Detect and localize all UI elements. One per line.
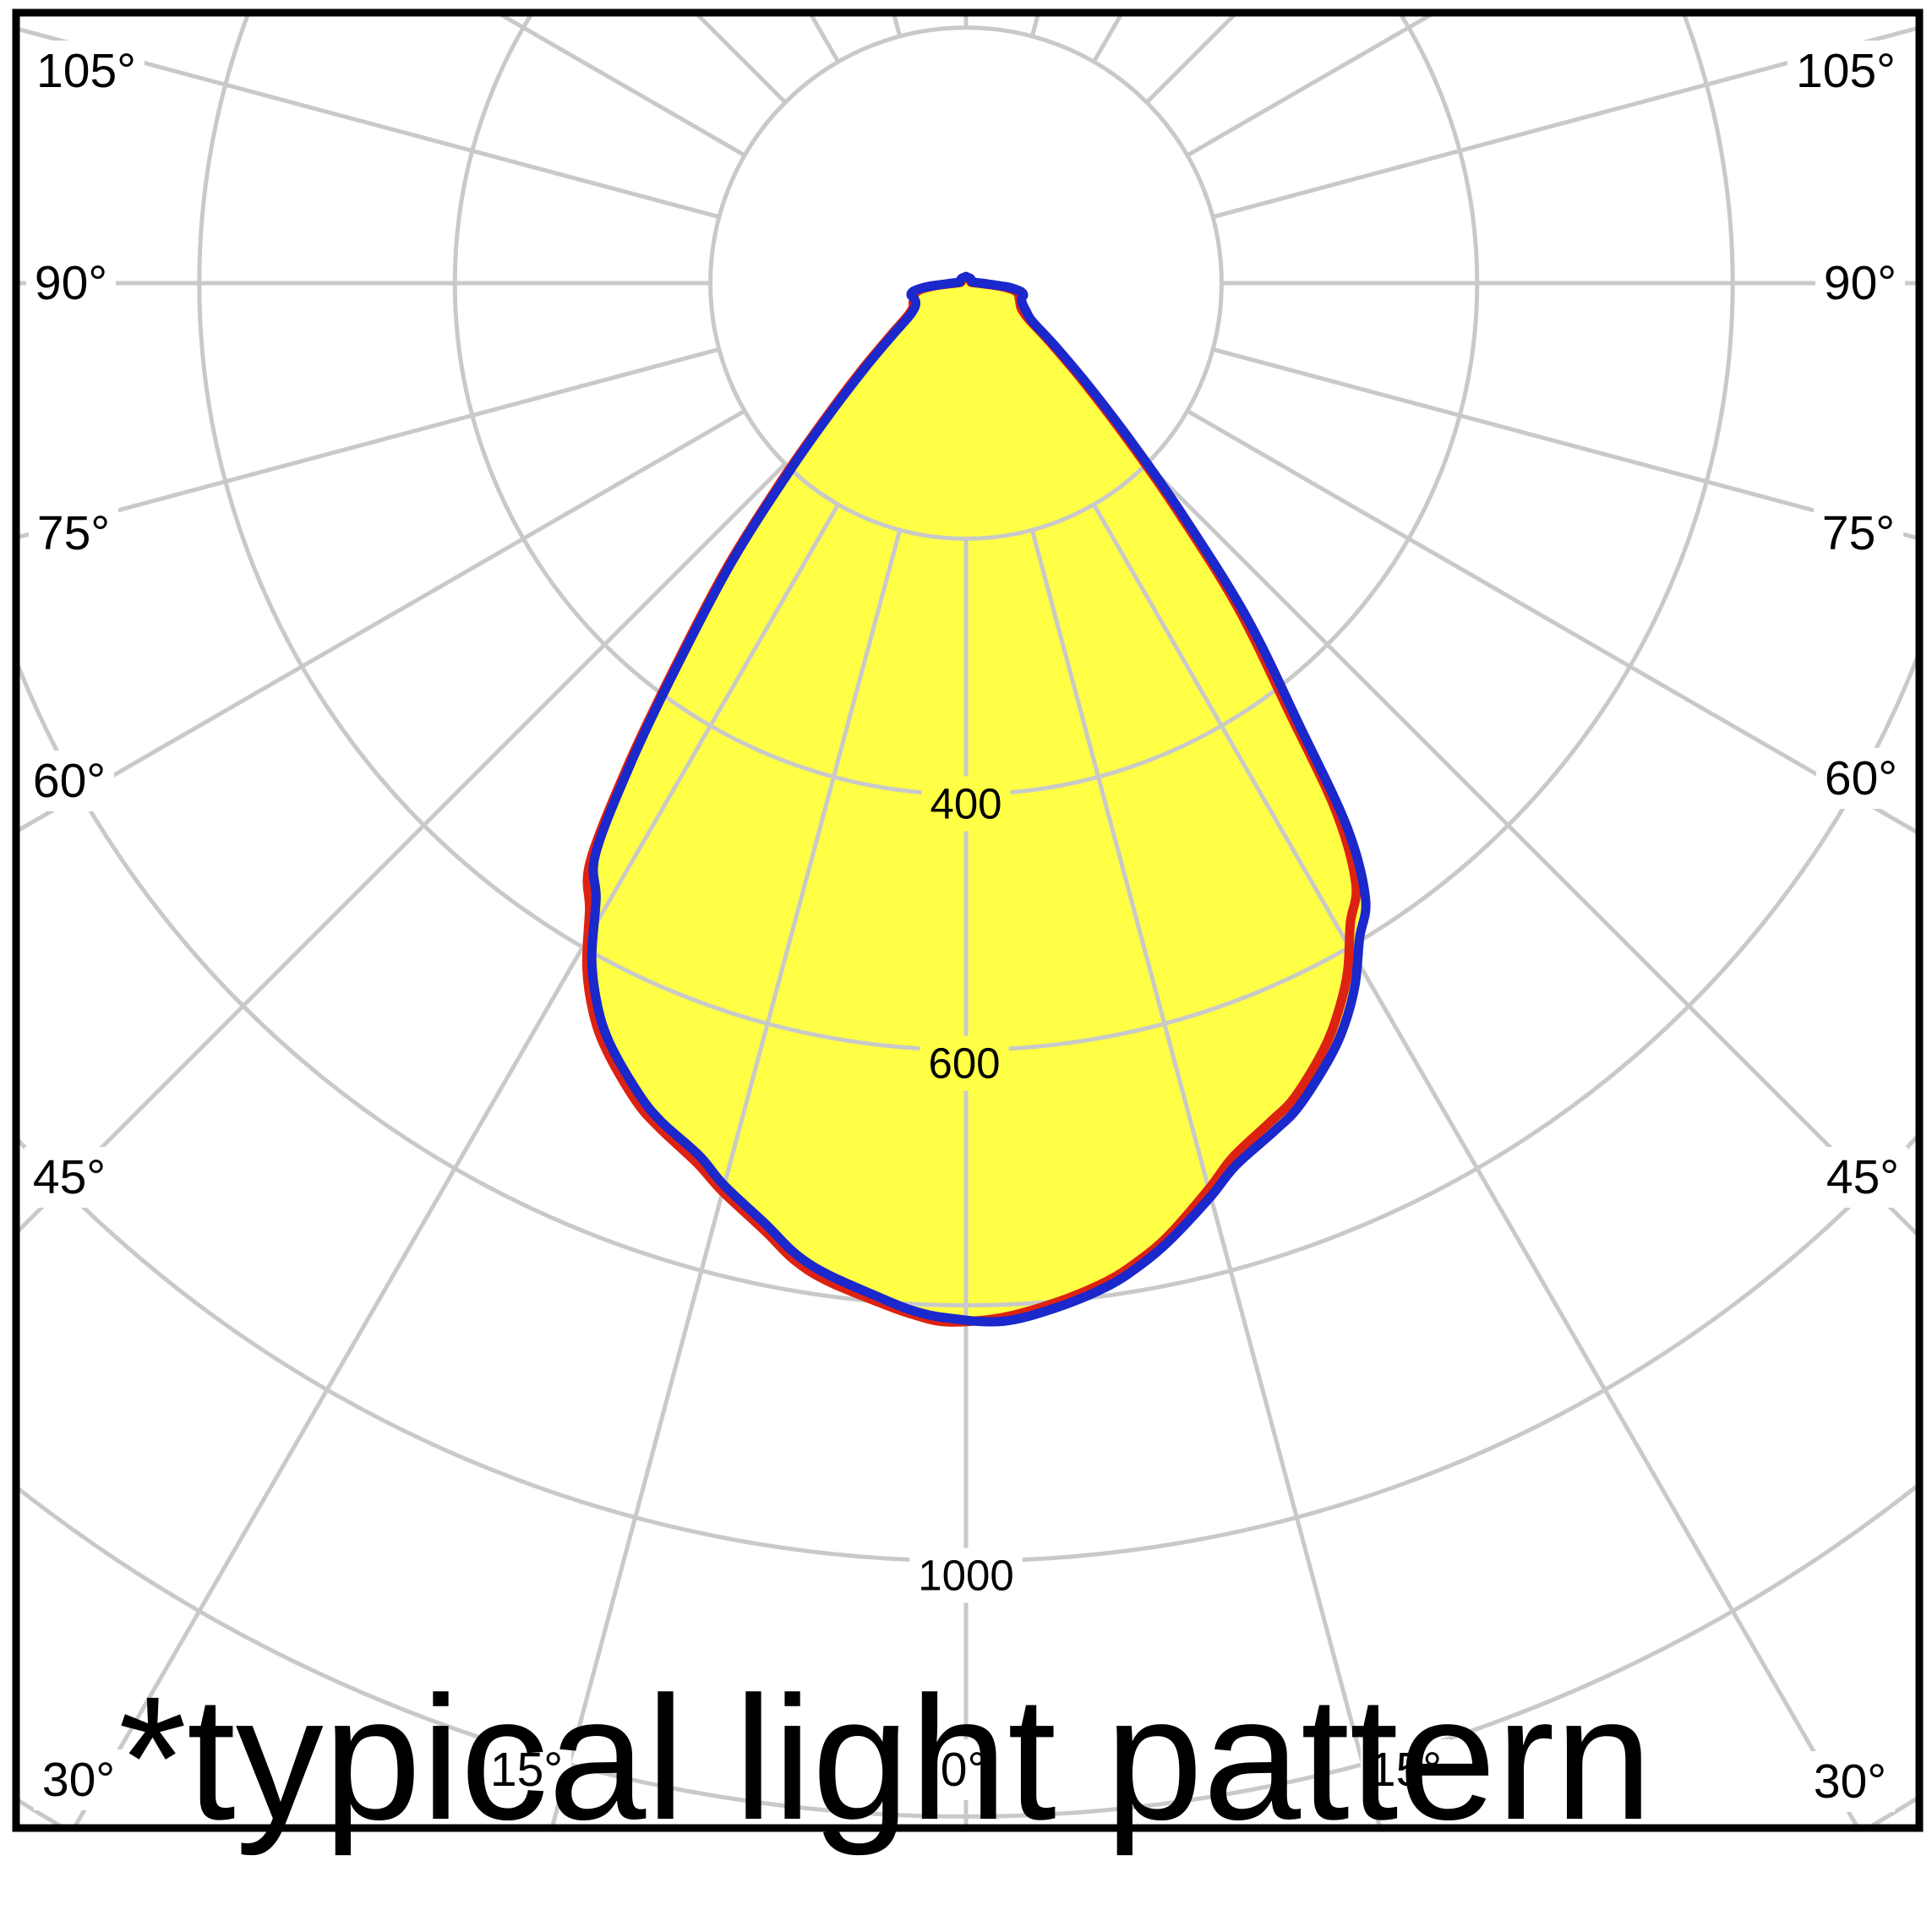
- svg-text:60°: 60°: [33, 754, 106, 808]
- svg-text:105°: 105°: [36, 44, 136, 98]
- svg-text:60°: 60°: [1825, 751, 1897, 805]
- svg-text:600: 600: [928, 1040, 1000, 1088]
- svg-text:90°: 90°: [1824, 256, 1897, 310]
- svg-text:45°: 45°: [33, 1150, 106, 1204]
- axis-labels: 105° 90° 75° 60° 45° 30° 105° 90° 75° 60° 45° 30° 15…: [24, 41, 1908, 1812]
- svg-text:90°: 90°: [35, 256, 107, 310]
- svg-text:30°: 30°: [1814, 1755, 1886, 1809]
- svg-text:15°: 15°: [1369, 1743, 1442, 1797]
- svg-text:30°: 30°: [42, 1753, 115, 1807]
- intensity-curves: [581, 271, 1371, 1327]
- annotation-text: *typical light pattern: [118, 1661, 1652, 1857]
- svg-text:105°: 105°: [1796, 44, 1896, 98]
- svg-text:400: 400: [930, 780, 1001, 828]
- curve-blue: [587, 271, 1371, 1327]
- plot-border: [12, 8, 1924, 1832]
- svg-text:45°: 45°: [1826, 1150, 1899, 1204]
- svg-text:75°: 75°: [37, 506, 110, 560]
- svg-text:1000: 1000: [918, 1552, 1013, 1600]
- svg-text:15°: 15°: [490, 1743, 563, 1797]
- svg-text:75°: 75°: [1822, 506, 1895, 560]
- svg-text:0°: 0°: [941, 1743, 987, 1797]
